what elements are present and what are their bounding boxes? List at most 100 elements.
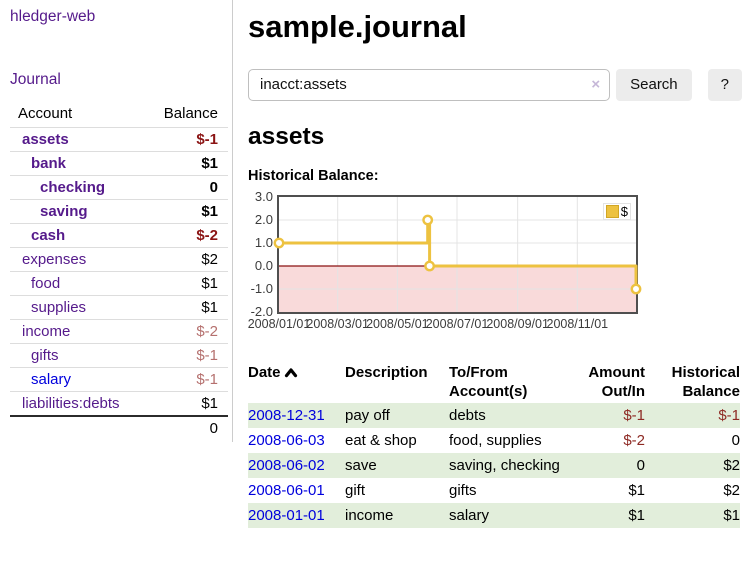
- accounts-header-account: Account: [18, 105, 73, 122]
- transaction-date-link[interactable]: 2008-06-02: [248, 456, 325, 474]
- account-row: income $-2: [10, 319, 228, 344]
- clear-search-icon[interactable]: ×: [591, 75, 601, 93]
- account-balance: $1: [201, 155, 218, 172]
- transaction-amount: $1: [628, 481, 645, 499]
- account-link[interactable]: supplies: [31, 299, 87, 316]
- account-row: bank $1: [10, 151, 228, 176]
- account-balance: $1: [201, 275, 218, 292]
- account-link[interactable]: assets: [22, 131, 69, 148]
- account-link[interactable]: salary: [31, 371, 72, 388]
- y-tick-label: 0.0: [254, 258, 273, 274]
- account-link[interactable]: cash: [31, 227, 66, 244]
- transaction-accounts: saving, checking: [449, 456, 560, 474]
- transaction-amount: $-1: [623, 406, 645, 424]
- account-row: supplies $1: [10, 295, 228, 320]
- account-row: gifts $-1: [10, 343, 228, 368]
- account-link[interactable]: income: [22, 323, 71, 340]
- account-row: salary $-1: [10, 367, 228, 392]
- x-tick-label: 2008/03/01: [306, 316, 369, 331]
- y-tick-label: 2.0: [254, 212, 273, 228]
- legend-label: $: [620, 203, 628, 219]
- transaction-description: gift: [345, 481, 366, 499]
- column-header-date[interactable]: Date: [248, 361, 345, 403]
- transaction-balance: $2: [723, 456, 740, 474]
- search-box: ×: [248, 68, 611, 101]
- transaction-row[interactable]: 2008-06-02 save saving, checking 0 $2: [248, 452, 740, 478]
- transaction-accounts: salary: [449, 506, 490, 524]
- accounts-table: Account Balance assets $-1 bank $1 checking 0…: [10, 102, 228, 440]
- legend-swatch-icon: [605, 204, 619, 218]
- accounts-header-balance: Balance: [163, 105, 218, 122]
- account-link[interactable]: liabilities:debts: [22, 395, 120, 412]
- transaction-amount: $1: [628, 506, 645, 524]
- x-tick-label: 2008/07/01: [425, 316, 489, 331]
- account-row: checking 0: [10, 175, 228, 200]
- column-header-accounts: To/From Account(s): [449, 363, 528, 400]
- x-tick-label: 2008/11/01: [546, 316, 609, 331]
- account-balance: $1: [201, 395, 218, 412]
- transaction-row[interactable]: 2008-01-01 income salary $1 $1: [248, 502, 740, 528]
- nav-journal-link[interactable]: Journal: [10, 71, 61, 88]
- account-row: saving $1: [10, 199, 228, 224]
- transaction-accounts: debts: [449, 406, 486, 424]
- transaction-description: eat & shop: [345, 431, 417, 449]
- transaction-date-cell: 2008-12-31: [248, 403, 345, 428]
- transaction-date-cell: 2008-01-01: [248, 503, 345, 528]
- search-input[interactable]: [248, 68, 611, 101]
- transaction-row[interactable]: 2008-06-03 eat & shop food, supplies $-2 0: [248, 428, 740, 453]
- search-form: × Search ?: [248, 68, 742, 101]
- search-button[interactable]: Search: [616, 68, 692, 101]
- y-tick-label: 3.0: [254, 189, 273, 205]
- account-link[interactable]: bank: [31, 155, 67, 172]
- account-balance: $1: [201, 203, 218, 220]
- x-tick-label: 2008/01/01: [247, 316, 311, 331]
- account-balance: 0: [209, 179, 218, 196]
- transaction-row[interactable]: 2008-06-01 gift gifts $1 $2: [248, 478, 740, 503]
- account-link[interactable]: expenses: [22, 251, 87, 268]
- column-header-balance: Historical Balance: [671, 363, 740, 400]
- transaction-balance: 0: [731, 431, 740, 449]
- account-balance: $-1: [196, 131, 218, 148]
- account-link[interactable]: saving: [40, 203, 88, 220]
- account-row: assets $-1: [10, 127, 228, 152]
- account-row: expenses $2: [10, 247, 228, 272]
- historical-balance-chart: $ 3.0 2.0 1.0 0.0 -1.0 -2.0 2008/01/01 2008/03/…: [247, 189, 742, 337]
- column-header-date-label: Date: [248, 363, 281, 381]
- transaction-date-link[interactable]: 2008-06-03: [248, 431, 325, 449]
- sort-asc-icon: [284, 367, 297, 377]
- transaction-accounts: gifts: [449, 481, 477, 499]
- main-content: sample.journal × Search ? assets Histori…: [248, 0, 742, 528]
- x-tick-label: 2008/05/01: [366, 316, 429, 331]
- transaction-balance: $2: [723, 481, 740, 499]
- transaction-date-cell: 2008-06-02: [248, 453, 345, 478]
- y-tick-label: -2.0: [250, 304, 273, 320]
- account-link[interactable]: gifts: [31, 347, 59, 364]
- app-title-link[interactable]: hledger-web: [10, 8, 96, 25]
- help-button[interactable]: ?: [707, 68, 742, 101]
- register-header-row: Date Description To/From Account(s) Amou…: [248, 361, 740, 403]
- transaction-date-cell: 2008-06-01: [248, 478, 345, 503]
- chart-plot-area: $: [273, 194, 642, 314]
- transaction-balance: $-1: [718, 406, 740, 424]
- transaction-amount: $-2: [623, 431, 645, 449]
- account-balance: $1: [201, 299, 218, 316]
- transaction-date-link[interactable]: 2008-12-31: [248, 406, 325, 424]
- account-row: cash $-2: [10, 223, 228, 248]
- accounts-header-row: Account Balance: [10, 102, 228, 128]
- account-link[interactable]: checking: [40, 179, 106, 196]
- transaction-description: save: [345, 456, 377, 474]
- account-link[interactable]: food: [31, 275, 61, 292]
- y-tick-label: 1.0: [254, 235, 273, 251]
- transaction-date-cell: 2008-06-03: [248, 428, 345, 453]
- accounts-total-row: 0: [10, 415, 228, 440]
- x-tick-label: 2008/09/01: [486, 316, 549, 331]
- sidebar: hledger-web Journal Account Balance asse…: [0, 0, 233, 442]
- transaction-date-link[interactable]: 2008-06-01: [248, 481, 325, 499]
- transaction-balance: $1: [723, 506, 740, 524]
- transaction-date-link[interactable]: 2008-01-01: [248, 506, 325, 524]
- column-header-description: Description: [345, 363, 428, 381]
- page-title: sample.journal: [248, 9, 467, 44]
- account-row: liabilities:debts $1: [10, 391, 228, 417]
- transaction-row[interactable]: 2008-12-31 pay off debts $-1 $-1: [248, 402, 740, 428]
- chart-legend: $: [602, 202, 631, 220]
